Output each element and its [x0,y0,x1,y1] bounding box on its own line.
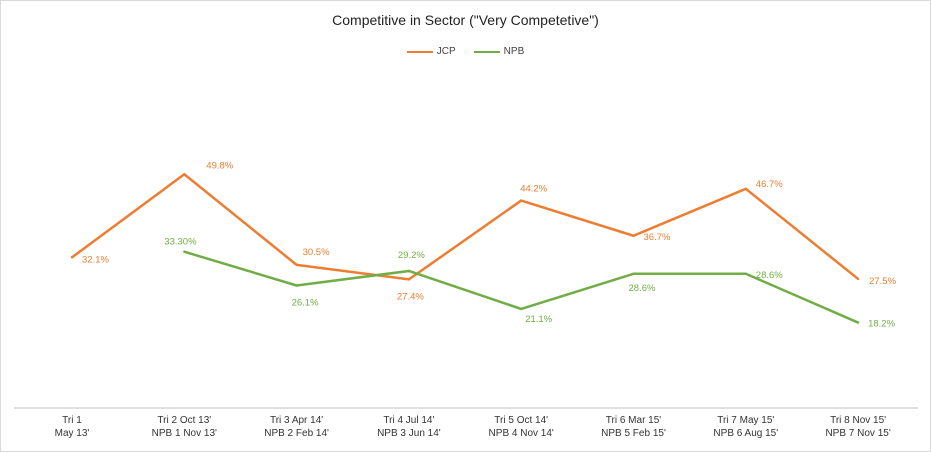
legend-label-jcp: JCP [436,46,456,57]
data-point-jcp [744,187,747,191]
data-label-npb: 26.1% [292,298,319,309]
data-label-npb: 28.6% [629,283,656,294]
data-label-jcp: 36.7% [644,232,671,243]
x-tick-label: Tri 4 Jul 14' NPB 3 Jun 14' [377,415,441,439]
data-point-npb [744,272,747,275]
x-tick-label: Tri 8 Nov 15' NPB 7 Nov 15' [825,415,890,439]
data-label-jcp: 27.4% [397,291,424,302]
series-line-jcp [71,173,859,281]
chart-title: Competitive in Sector ("Very Competetive… [332,12,599,28]
data-point-npb [407,269,411,273]
data-point-npb [632,272,635,275]
data-point-npb [183,250,186,253]
data-point-npb [520,307,523,311]
x-tick-label: Tri 3 Apr 14' NPB 2 Feb 14' [264,415,329,439]
data-label-jcp: 49.8% [206,160,233,171]
legend-item-npb: NPB [473,46,525,57]
data-point-jcp [632,234,635,237]
chart-legend: JCP NPB [0,46,931,57]
data-label-jcp: 44.2% [520,184,547,195]
data-label-jcp: 32.1% [82,254,109,265]
data-label-npb: 18.2% [868,319,895,330]
legend-swatch-npb [473,50,500,53]
data-label-jcp: 30.5% [303,247,330,258]
data-point-jcp [856,277,860,281]
data-label-npb: 21.1% [525,314,552,325]
data-point-jcp [183,173,186,176]
data-point-npb [856,321,860,324]
data-point-npb [295,284,298,287]
legend-swatch-jcp [406,50,433,53]
legend-label-npb: NPB [503,46,525,57]
data-label-npb: 33.30% [164,237,197,248]
x-tick-label: Tri 6 Mar 15' NPB 5 Feb 15' [601,415,666,439]
data-label-npb: 29.2% [398,250,425,261]
x-tick-label: Tri 2 Oct 13' NPB 1 Nov 13' [152,415,217,439]
data-point-jcp [520,199,523,202]
series-line-npb [183,250,859,324]
data-point-jcp [407,278,411,281]
legend-item-jcp: JCP [406,46,456,57]
x-tick-label: Tri 5 Oct 14' NPB 4 Nov 14' [489,415,554,439]
data-label-jcp: 46.7% [756,179,783,190]
data-point-jcp [295,263,298,267]
x-tick-label: Tri 7 May 15' NPB 6 Aug 15' [713,415,778,439]
data-point-jcp [70,256,74,259]
x-tick-label: Tri 1 May 13' [55,415,90,439]
data-label-npb: 28.6% [756,270,783,281]
data-label-jcp: 27.5% [869,276,896,287]
